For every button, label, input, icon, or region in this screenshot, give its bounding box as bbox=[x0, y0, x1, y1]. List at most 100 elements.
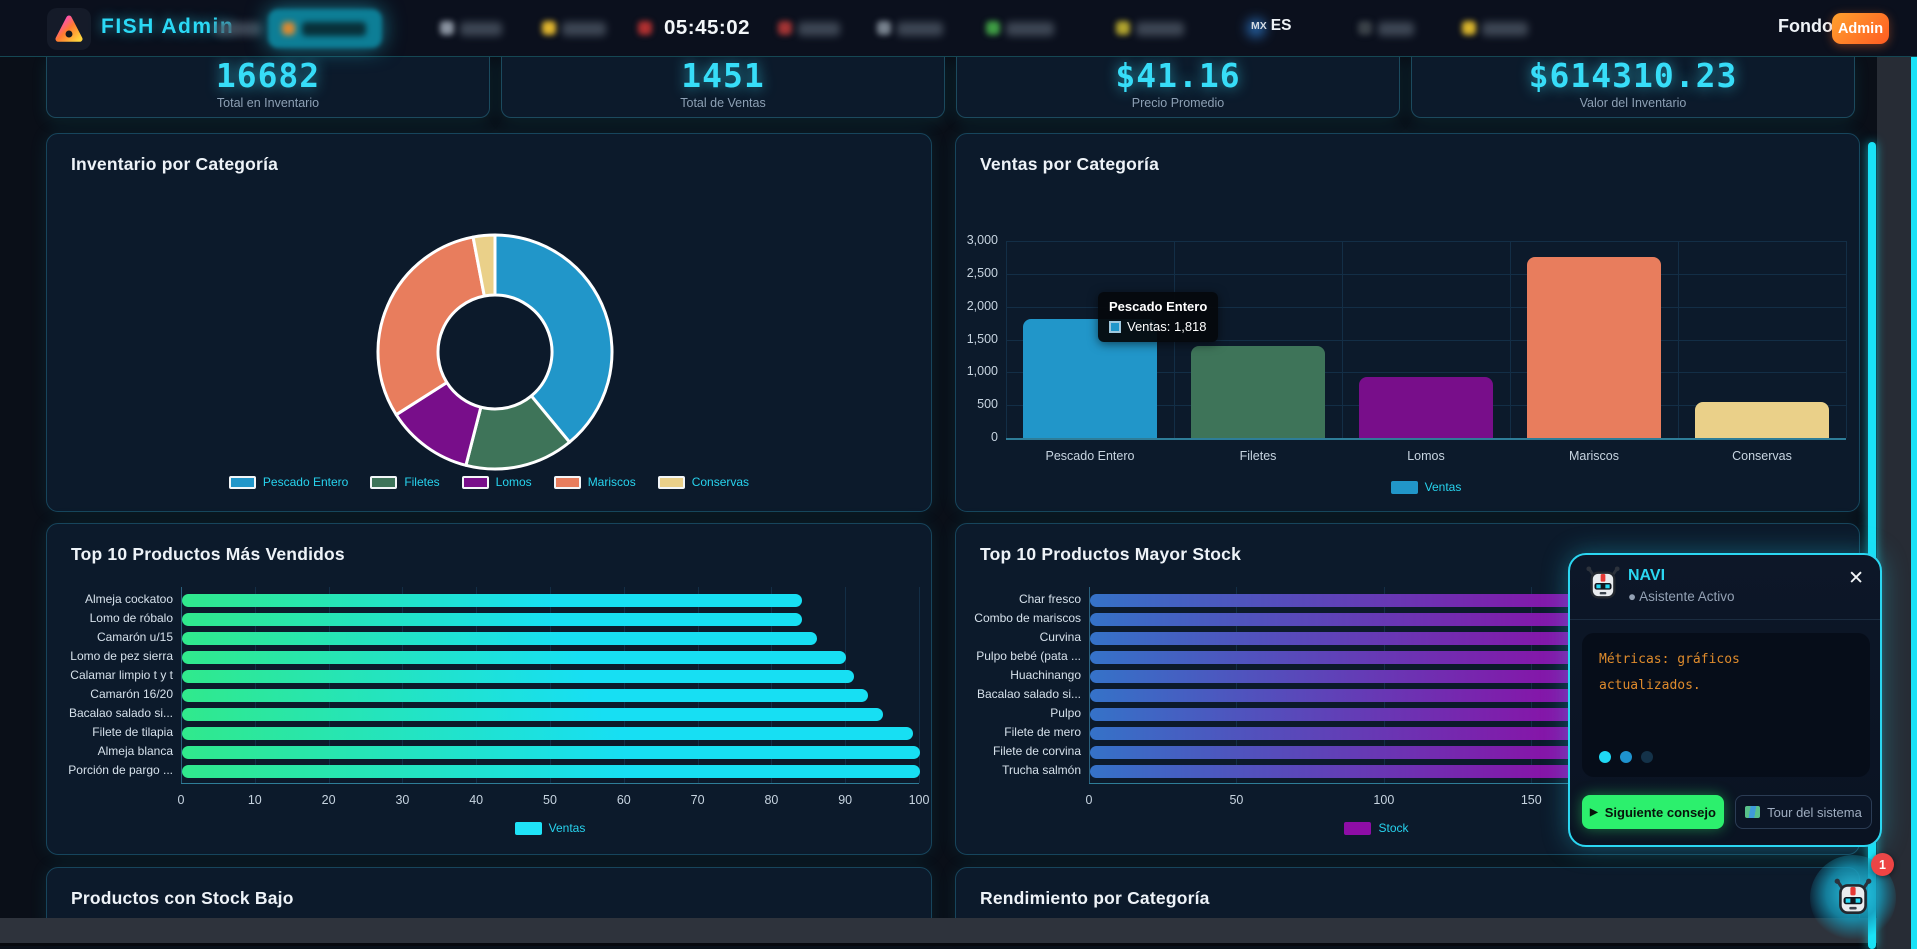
legend-item[interactable]: Lomos bbox=[461, 475, 532, 489]
assistant-message: Métricas: gráficos actualizados. bbox=[1599, 652, 1740, 693]
pagination-dot[interactable] bbox=[1641, 751, 1653, 763]
row-label: Trucha salmón bbox=[1002, 763, 1081, 777]
nav-item-icon bbox=[440, 21, 454, 35]
bar-Trucha salmón[interactable] bbox=[1090, 765, 1577, 778]
row-label: Char fresco bbox=[1018, 592, 1081, 606]
y-axis-line bbox=[1089, 587, 1090, 783]
bar-Char fresco[interactable] bbox=[1090, 594, 1604, 607]
row-label: Huachinango bbox=[1010, 668, 1081, 682]
bar-Almeja cockatoo[interactable] bbox=[182, 594, 802, 607]
gridline bbox=[550, 587, 551, 783]
bar-Bacalao salado si...[interactable] bbox=[182, 708, 884, 721]
system-tour-button[interactable]: Tour del sistema bbox=[1735, 795, 1872, 829]
brand-title[interactable]: FISH Admin bbox=[101, 15, 235, 38]
gridline bbox=[476, 587, 478, 783]
bar-Conservas[interactable] bbox=[1695, 402, 1829, 438]
pagination-dot[interactable] bbox=[1599, 751, 1611, 763]
legend-item[interactable]: Stock bbox=[1344, 821, 1409, 835]
language-selector[interactable]: MX ES bbox=[1247, 17, 1291, 37]
donut-slice-3[interactable] bbox=[376, 235, 486, 417]
bar-Lomo de róbalo[interactable] bbox=[182, 613, 802, 626]
bar-Mariscos[interactable] bbox=[1527, 256, 1661, 438]
x-axis-tick-label: 50 bbox=[543, 793, 557, 807]
bar-Porción de pargo ...[interactable] bbox=[182, 765, 920, 778]
bar-Filetes[interactable] bbox=[1191, 346, 1325, 438]
stat-card-inventory-total: 16682 Total en Inventario bbox=[46, 57, 490, 118]
close-icon[interactable]: ✕ bbox=[1848, 568, 1864, 589]
x-axis-tick-label: 150 bbox=[1520, 793, 1542, 807]
inventory-by-category-card: Inventario por Categoría Pescado Entero F… bbox=[46, 133, 932, 512]
bar-Calamar limpio t y t[interactable] bbox=[182, 670, 854, 683]
legend-item[interactable]: Filetes bbox=[370, 475, 440, 489]
bar-Filete de corvina[interactable] bbox=[1090, 746, 1580, 759]
app-logo[interactable] bbox=[47, 8, 91, 50]
legend-item[interactable]: Conservas bbox=[657, 475, 750, 489]
scrollbar-track[interactable] bbox=[1877, 57, 1917, 949]
chart-tooltip: Pescado Entero Ventas: 1,818 bbox=[1098, 292, 1219, 342]
row-label: Almeja cockatoo bbox=[84, 592, 173, 606]
x-axis-tick-label: 20 bbox=[321, 793, 336, 807]
assistant-name: NAVI bbox=[1628, 567, 1666, 584]
bar-Lomo de pez sierra[interactable] bbox=[182, 651, 847, 664]
bar-Almeja blanca[interactable] bbox=[182, 746, 920, 759]
gridline bbox=[697, 587, 699, 783]
nav-item-active-redacted[interactable] bbox=[268, 9, 382, 48]
bar-Curvina[interactable] bbox=[1090, 632, 1598, 645]
gridline bbox=[1531, 587, 1533, 783]
bar-Lomos[interactable] bbox=[1359, 376, 1493, 438]
next-tip-label: Siguiente consejo bbox=[1604, 804, 1716, 820]
bar-Pulpo[interactable] bbox=[1090, 708, 1586, 721]
next-tip-button[interactable]: ▶ Siguiente consejo bbox=[1582, 795, 1724, 829]
bar-Camarón 16/20[interactable] bbox=[182, 689, 869, 702]
nav-item-redacted[interactable] bbox=[1482, 22, 1528, 36]
donut-slice-0[interactable] bbox=[493, 233, 614, 444]
nav-item-redacted[interactable] bbox=[562, 22, 606, 36]
legend-item[interactable]: Mariscos bbox=[553, 475, 636, 489]
stat-value: 1451 bbox=[681, 56, 765, 95]
nav-item-redacted[interactable] bbox=[1136, 22, 1184, 36]
row-label: Combo de mariscos bbox=[974, 611, 1081, 625]
bar-Camarón u/15[interactable] bbox=[182, 632, 817, 645]
admin-badge[interactable]: Admin bbox=[1832, 13, 1889, 44]
scrollbar-thumb[interactable] bbox=[1868, 142, 1876, 949]
bar-Bacalao salado si...[interactable] bbox=[1090, 689, 1589, 702]
nav-item-redacted[interactable] bbox=[1378, 22, 1414, 36]
stat-value: $41.16 bbox=[1115, 56, 1241, 95]
legend-item[interactable]: Ventas bbox=[514, 821, 585, 835]
stat-value: $614310.23 bbox=[1528, 56, 1738, 95]
scrollbar-edge-line bbox=[1911, 57, 1917, 949]
assistant-status: ● Asistente Activo bbox=[1628, 589, 1734, 604]
x-axis-tick-label: 0 bbox=[1085, 793, 1093, 807]
nav-item-redacted[interactable] bbox=[460, 22, 502, 36]
nav-item-redacted[interactable] bbox=[798, 22, 840, 36]
legend-item[interactable]: Ventas bbox=[1390, 480, 1461, 494]
gridline bbox=[402, 587, 404, 783]
legend-swatch bbox=[461, 475, 489, 489]
nav-item-redacted[interactable] bbox=[1006, 22, 1054, 36]
row-label: Almeja blanca bbox=[97, 744, 173, 758]
legend-label: Lomos bbox=[495, 475, 532, 489]
legend-item[interactable]: Pescado Entero bbox=[228, 475, 348, 489]
bar-Combo de mariscos[interactable] bbox=[1090, 613, 1601, 626]
y-axis-tick-label: 0 bbox=[991, 430, 998, 444]
language-country: MX bbox=[1251, 20, 1267, 32]
bar-Filete de tilapia[interactable] bbox=[182, 727, 913, 740]
row-label: Porción de pargo ... bbox=[68, 763, 173, 777]
donut-slice-4[interactable] bbox=[471, 233, 497, 298]
legend-swatch bbox=[514, 821, 542, 835]
x-axis-category-label: Pescado Entero bbox=[1045, 449, 1135, 463]
card-title: Top 10 Productos Mayor Stock bbox=[980, 544, 1242, 564]
stat-label: Precio Promedio bbox=[1131, 96, 1225, 110]
nav-item-redacted[interactable] bbox=[215, 22, 261, 36]
gridline bbox=[328, 587, 330, 783]
bar-Filete de mero[interactable] bbox=[1090, 727, 1583, 740]
nav-item-redacted[interactable] bbox=[897, 22, 943, 36]
bar-Pulpo bebé (pata ...[interactable] bbox=[1090, 651, 1595, 664]
y-axis-tick-label: 2,500 bbox=[966, 265, 998, 280]
bar-Huachinango[interactable] bbox=[1090, 670, 1592, 683]
legend-label: Conservas bbox=[691, 475, 750, 489]
pagination-dot[interactable] bbox=[1620, 751, 1632, 763]
gridline bbox=[1846, 241, 1847, 438]
row-label: Filete de mero bbox=[1004, 725, 1081, 739]
y-axis-tick-label: 2,000 bbox=[966, 298, 998, 313]
